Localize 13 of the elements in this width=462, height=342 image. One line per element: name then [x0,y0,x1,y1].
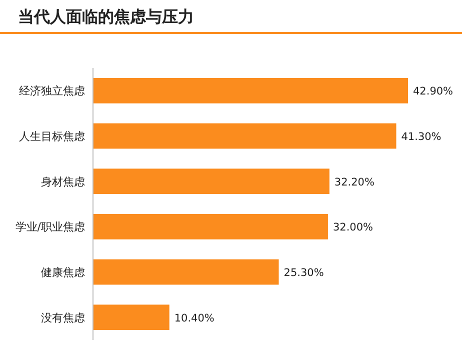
data-label: 42.90% [413,86,454,98]
data-label: 10.40% [174,312,214,324]
category-label: 身材焦虑 [41,175,85,188]
data-label: 32.00% [332,222,373,234]
data-label: 41.30% [401,131,442,143]
category-label: 健康焦虑 [41,266,85,279]
data-label: 25.30% [284,267,324,279]
category-label: 经济独立焦虑 [19,84,85,98]
title: 当代人面临的焦虑与压力 [18,7,194,26]
category-label: 没有焦虑 [41,311,85,324]
category-label: 人生目标焦虑 [19,130,85,143]
data-label: 32.20% [334,176,374,188]
category-label: 学业/职业焦虑 [15,220,85,234]
